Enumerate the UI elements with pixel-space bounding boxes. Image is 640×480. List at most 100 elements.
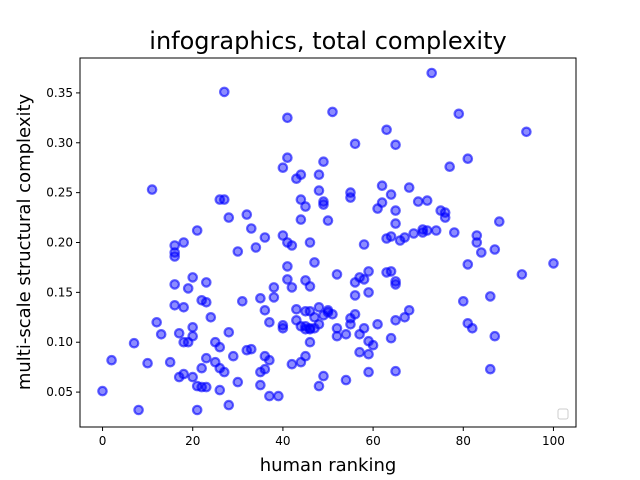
data-point-121 [331, 269, 343, 280]
data-point-138 [358, 274, 370, 285]
data-point-88 [295, 214, 307, 225]
data-point-119 [327, 106, 338, 118]
data-point-62 [259, 304, 271, 316]
data-point-44 [219, 194, 230, 205]
data-point-147 [372, 318, 383, 330]
data-point-20 [182, 283, 194, 294]
data-point-170 [412, 196, 424, 207]
data-point-80 [286, 240, 298, 251]
chart-title: infographics, total complexity [149, 27, 506, 55]
data-point-7 [155, 328, 167, 340]
data-point-175 [426, 67, 437, 79]
data-point-127 [345, 192, 356, 203]
y-tick-label-1: 0.10 [46, 335, 73, 349]
data-point-141 [363, 287, 374, 298]
data-point-12 [169, 279, 180, 290]
data-point-84 [291, 303, 302, 315]
data-point-58 [255, 292, 266, 304]
data-point-143 [363, 348, 374, 360]
data-point-169 [408, 228, 419, 239]
data-point-176 [430, 225, 442, 236]
data-point-145 [367, 339, 379, 351]
data-point-168 [403, 304, 415, 316]
data-point-66 [264, 354, 275, 366]
data-point-53 [241, 209, 253, 220]
data-point-109 [313, 318, 325, 330]
data-point-97 [304, 237, 316, 248]
data-point-139 [358, 322, 370, 334]
data-point-75 [282, 112, 293, 124]
data-point-47 [223, 326, 235, 338]
data-point-25 [187, 371, 198, 383]
data-point-144 [363, 366, 374, 378]
empty-legend [557, 408, 569, 420]
data-point-68 [268, 282, 280, 293]
data-point-3 [133, 404, 144, 416]
data-point-74 [277, 162, 289, 173]
data-point-130 [349, 138, 361, 150]
data-point-73 [277, 322, 289, 334]
data-point-116 [322, 215, 334, 226]
data-point-79 [282, 274, 293, 285]
data-point-82 [286, 358, 298, 370]
data-point-106 [313, 169, 325, 180]
data-point-67 [264, 390, 275, 402]
data-point-159 [390, 218, 401, 229]
data-point-155 [385, 266, 397, 277]
y-axis-ticks: 0.05 0.10 0.15 0.20 0.25 0.30 0.35 [46, 86, 80, 399]
x-axis-label: human ranking [260, 455, 397, 476]
y-tick-label-6: 0.35 [46, 86, 73, 100]
data-point-45 [219, 366, 230, 378]
data-point-50 [232, 246, 244, 257]
data-point-9 [169, 240, 180, 251]
x-tick-label-5: 100 [542, 434, 565, 448]
data-point-33 [201, 296, 212, 308]
data-point-34 [201, 352, 212, 364]
data-point-91 [300, 201, 311, 212]
data-point-191 [484, 291, 496, 302]
data-point-108 [313, 301, 325, 313]
data-point-149 [376, 197, 388, 208]
data-point-36 [205, 311, 217, 323]
data-point-173 [421, 195, 433, 206]
data-point-46 [223, 212, 235, 223]
data-point-148 [376, 180, 388, 191]
data-point-1 [106, 354, 117, 366]
data-point-158 [390, 205, 401, 216]
data-point-190 [475, 247, 487, 258]
data-point-17 [178, 301, 189, 313]
data-point-181 [448, 227, 460, 238]
data-point-51 [232, 376, 244, 388]
data-point-124 [340, 328, 352, 340]
data-point-196 [516, 269, 528, 280]
data-point-6 [151, 316, 162, 328]
data-point-153 [385, 189, 397, 200]
data-point-55 [246, 223, 257, 234]
data-point-49 [228, 350, 239, 362]
data-point-19 [178, 368, 189, 380]
y-axis-label: multi-scale structural complexity [14, 93, 35, 390]
data-point-180 [444, 161, 455, 172]
data-point-43 [219, 86, 230, 98]
data-point-133 [349, 308, 361, 320]
data-point-156 [385, 332, 397, 344]
data-point-69 [268, 292, 280, 303]
data-point-16 [178, 237, 189, 248]
data-point-2 [128, 337, 140, 349]
data-point-167 [403, 182, 415, 193]
data-point-71 [277, 230, 289, 241]
data-point-13 [169, 299, 180, 311]
data-point-70 [273, 390, 284, 402]
data-point-61 [259, 232, 271, 243]
data-point-107 [313, 185, 325, 196]
data-point-194 [489, 330, 501, 342]
data-point-135 [354, 346, 365, 358]
data-point-120 [327, 308, 338, 320]
data-point-52 [237, 295, 248, 307]
data-point-162 [390, 314, 401, 326]
data-point-185 [462, 259, 474, 270]
data-point-165 [399, 232, 410, 243]
data-point-23 [187, 321, 198, 333]
data-point-157 [390, 139, 401, 151]
data-points [97, 67, 559, 416]
